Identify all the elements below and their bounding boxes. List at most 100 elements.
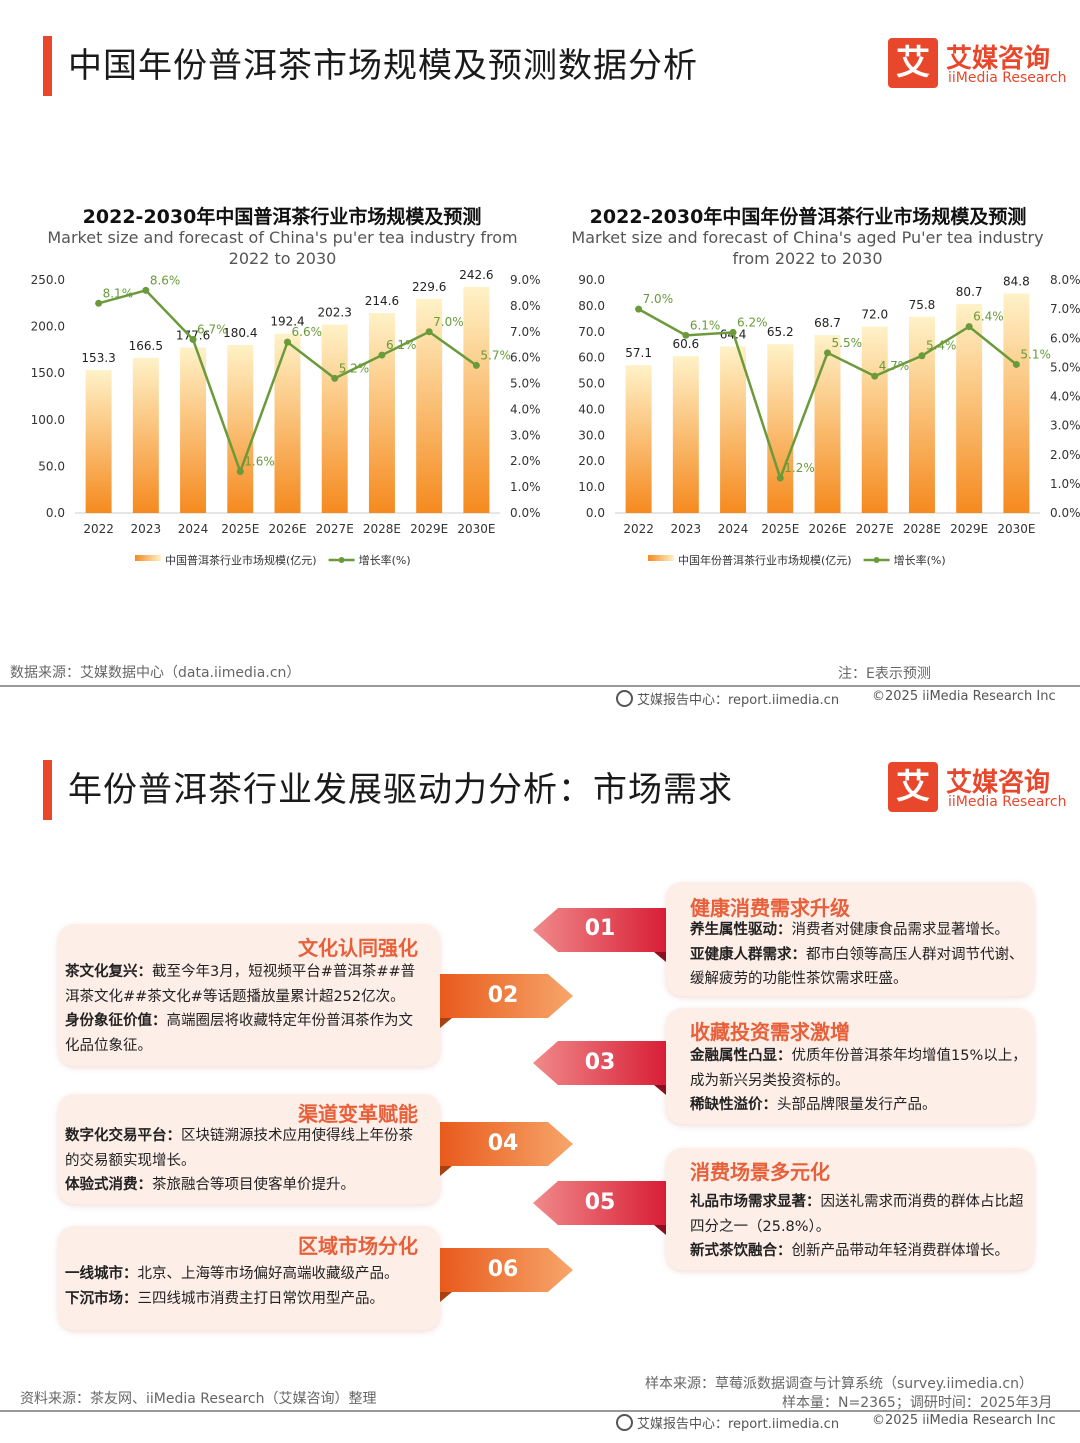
line-value: 因送礼需求而消费的群体占比超四分之一（25.8%）。 bbox=[690, 1194, 1024, 1235]
y2-tick-label: 8.0% bbox=[510, 299, 540, 313]
line-key: 一线城市： bbox=[65, 1266, 138, 1282]
line-key: 下沉市场： bbox=[65, 1290, 138, 1307]
chart2: 0.0 10.0 20.0 30.0 40.0 50.0 60.0 70.0 80.0 90.0 0… bbox=[578, 273, 1080, 567]
growth-point bbox=[472, 361, 480, 369]
bar bbox=[227, 344, 254, 513]
material-source: 资料来源：茶友网、iiMedia Research（艾媒咨询）整理 bbox=[20, 1391, 377, 1407]
y2-tick-label: 5.0% bbox=[510, 377, 540, 391]
growth-point bbox=[729, 328, 737, 336]
line-key: 数字化交易平台： bbox=[65, 1128, 181, 1144]
chart2-subtitle: Market size and forecast of China's aged… bbox=[571, 228, 1044, 268]
y2-tick-label: 7.0% bbox=[510, 325, 540, 339]
legend-bar-label: 中国普洱茶行业市场规模(亿元) bbox=[165, 553, 317, 567]
y-tick-label: 0.0 bbox=[46, 506, 65, 520]
growth-point bbox=[142, 286, 150, 294]
line-key: 金融属性凸显： bbox=[690, 1048, 792, 1064]
logo-cn: 艾媒咨询 bbox=[946, 44, 1051, 74]
globe-icon bbox=[616, 690, 633, 707]
y-tick-label: 80.0 bbox=[578, 299, 605, 313]
bar-value-label: 166.5 bbox=[129, 339, 163, 353]
footer-report-text: 艾媒报告中心：report.iimedia.cn bbox=[637, 693, 840, 708]
line-key: 新式茶饮融合： bbox=[690, 1243, 792, 1259]
card-channel: 渠道变革赋能 数字化交易平台：区块链溯源技术应用使得线上年份茶的交易额实现增长。… bbox=[58, 1094, 440, 1204]
title-accent-bar bbox=[43, 36, 52, 96]
bar-value-label: 229.6 bbox=[412, 280, 446, 294]
line-value: 头部品牌限量发行产品。 bbox=[777, 1097, 937, 1113]
footer-copyright-2: ©2025 iiMedia Research Inc bbox=[872, 1413, 1056, 1428]
card-scenario: 消费场景多元化 礼品市场需求显著：因送礼需求而消费的群体占比超四分之一（25.8… bbox=[666, 1148, 1034, 1270]
ribbon-06 bbox=[440, 1248, 573, 1302]
y2-tick-label: 3.0% bbox=[1050, 419, 1080, 433]
growth-label: 6.2% bbox=[737, 315, 768, 329]
growth-label: 6.4% bbox=[973, 310, 1004, 324]
card-region-title: 区域市场分化 bbox=[298, 1234, 418, 1258]
line-value: 高端圈层将收藏特定年份普洱茶作为文化品位象征。 bbox=[65, 1013, 413, 1054]
bar-value-label: 84.8 bbox=[1003, 274, 1030, 288]
x-tick-label: 2027E bbox=[316, 522, 354, 536]
y-tick-label: 40.0 bbox=[578, 402, 605, 416]
growth-point bbox=[189, 336, 197, 344]
bar bbox=[767, 344, 794, 513]
bar bbox=[132, 357, 159, 513]
card-region-body: 一线城市：北京、上海等市场偏好高端收藏级产品。 下沉市场：三四线城市消费主打日常… bbox=[65, 1262, 433, 1311]
bar bbox=[180, 347, 207, 513]
x-tick-label: 2028E bbox=[903, 522, 941, 536]
x-tick-label: 2022 bbox=[623, 522, 654, 536]
chart1-subtitle: Market size and forecast of China's pu'e… bbox=[47, 228, 518, 268]
logo-mark: 艾 bbox=[888, 38, 938, 88]
x-tick-label: 2023 bbox=[131, 522, 162, 536]
card-health: 健康消费需求升级 养生属性驱动：消费者对健康食品需求显著增长。 亚健康人群需求：… bbox=[666, 882, 1034, 996]
growth-label: 5.7% bbox=[480, 348, 511, 362]
growth-point bbox=[635, 305, 643, 313]
number-06: 06 bbox=[487, 1257, 519, 1282]
y2-tick-label: 5.0% bbox=[1050, 360, 1080, 374]
footer-report-center: 艾媒报告中心：report.iimedia.cn bbox=[616, 689, 839, 708]
x-tick-label: 2030E bbox=[997, 522, 1035, 536]
y-tick-label: 50.0 bbox=[578, 377, 605, 391]
number-05: 05 bbox=[584, 1190, 616, 1215]
growth-point bbox=[776, 474, 784, 482]
y-tick-label: 0.0 bbox=[586, 506, 605, 520]
ribbon-02 bbox=[440, 974, 573, 1028]
y2-tick-label: 1.0% bbox=[1050, 477, 1080, 491]
growth-point bbox=[682, 331, 690, 339]
y2-tick-label: 2.0% bbox=[510, 454, 540, 468]
legend-line-label: 增长率(%) bbox=[359, 553, 411, 567]
x-tick-label: 2027E bbox=[856, 522, 894, 536]
line-value: 消费者对健康食品需求显著增长。 bbox=[791, 922, 1010, 938]
growth-label: 6.7% bbox=[197, 323, 228, 337]
bar bbox=[368, 312, 395, 513]
y-tick-label: 100.0 bbox=[31, 413, 65, 427]
line-value: 优质年份普洱茶年均增值15%以上，成为新兴另类投资标的。 bbox=[690, 1048, 1027, 1089]
bar bbox=[672, 356, 699, 513]
growth-label: 6.1% bbox=[386, 338, 417, 352]
bar-value-label: 153.3 bbox=[81, 351, 115, 365]
x-tick-label: 2028E bbox=[363, 522, 401, 536]
ribbon-01 bbox=[533, 908, 666, 962]
logo-cn-2: 艾媒咨询 bbox=[946, 768, 1051, 798]
legend-bar-swatch bbox=[648, 555, 674, 561]
footer-report-text-2: 艾媒报告中心：report.iimedia.cn bbox=[637, 1417, 840, 1432]
globe-icon bbox=[616, 1414, 633, 1431]
x-tick-label: 2023 bbox=[671, 522, 702, 536]
bar bbox=[720, 346, 747, 513]
y2-tick-label: 3.0% bbox=[510, 428, 540, 442]
y-tick-label: 70.0 bbox=[578, 325, 605, 339]
bar-value-label: 192.4 bbox=[270, 315, 304, 329]
chart2-title: 2022-2030年中国年份普洱茶行业市场规模及预测 bbox=[589, 206, 1027, 228]
forecast-note: 注：E表示预测 bbox=[838, 666, 931, 682]
number-ribbons bbox=[440, 908, 666, 1302]
card-culture-title: 文化认同强化 bbox=[298, 936, 418, 960]
ribbon-04 bbox=[440, 1122, 573, 1176]
growth-label: 7.0% bbox=[643, 292, 674, 306]
y-tick-label: 90.0 bbox=[578, 273, 605, 287]
bar bbox=[956, 304, 983, 513]
line-key: 亚健康人群需求： bbox=[690, 946, 806, 963]
line-value: 茶旅融合等项目使客单价提升。 bbox=[152, 1177, 355, 1193]
x-tick-label: 2026E bbox=[808, 522, 846, 536]
y-tick-label: 200.0 bbox=[31, 320, 65, 334]
line-key: 身份象征价值： bbox=[65, 1013, 167, 1029]
growth-label: 5.5% bbox=[832, 336, 863, 350]
number-02: 02 bbox=[487, 983, 519, 1008]
bar-value-label: 180.4 bbox=[223, 326, 257, 340]
